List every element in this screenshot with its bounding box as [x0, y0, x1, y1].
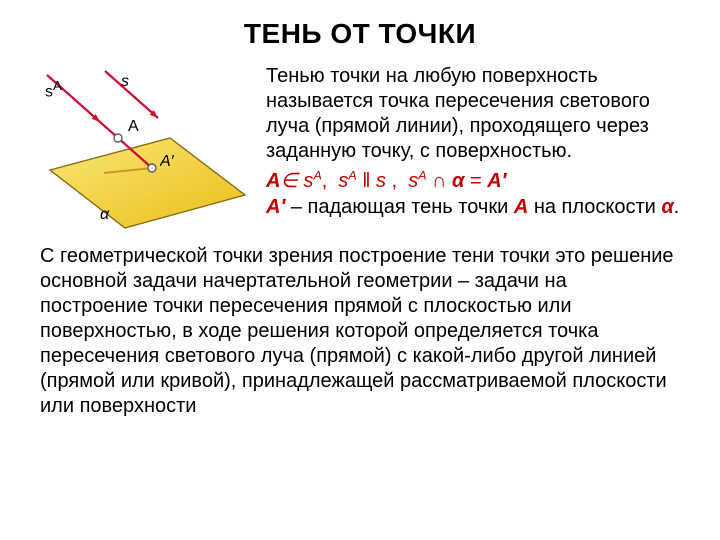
content-row: sAsАА′α Тенью точки на любую поверхность…	[40, 60, 680, 230]
formula-line-2: А′ – падающая тень точки А на плоскости …	[266, 194, 680, 220]
definition-text: Тенью точки на любую поверхность называе…	[266, 64, 680, 164]
page-title: ТЕНЬ ОТ ТОЧКИ	[40, 18, 680, 50]
body-text: С геометрической точки зрения построение…	[40, 244, 680, 419]
formula-line-1: А∈ sA, sA ‖ s , sA ∩ α = А′	[266, 168, 680, 194]
text-column: Тенью точки на любую поверхность называе…	[266, 60, 680, 220]
diagram: sAsАА′α	[40, 60, 250, 230]
